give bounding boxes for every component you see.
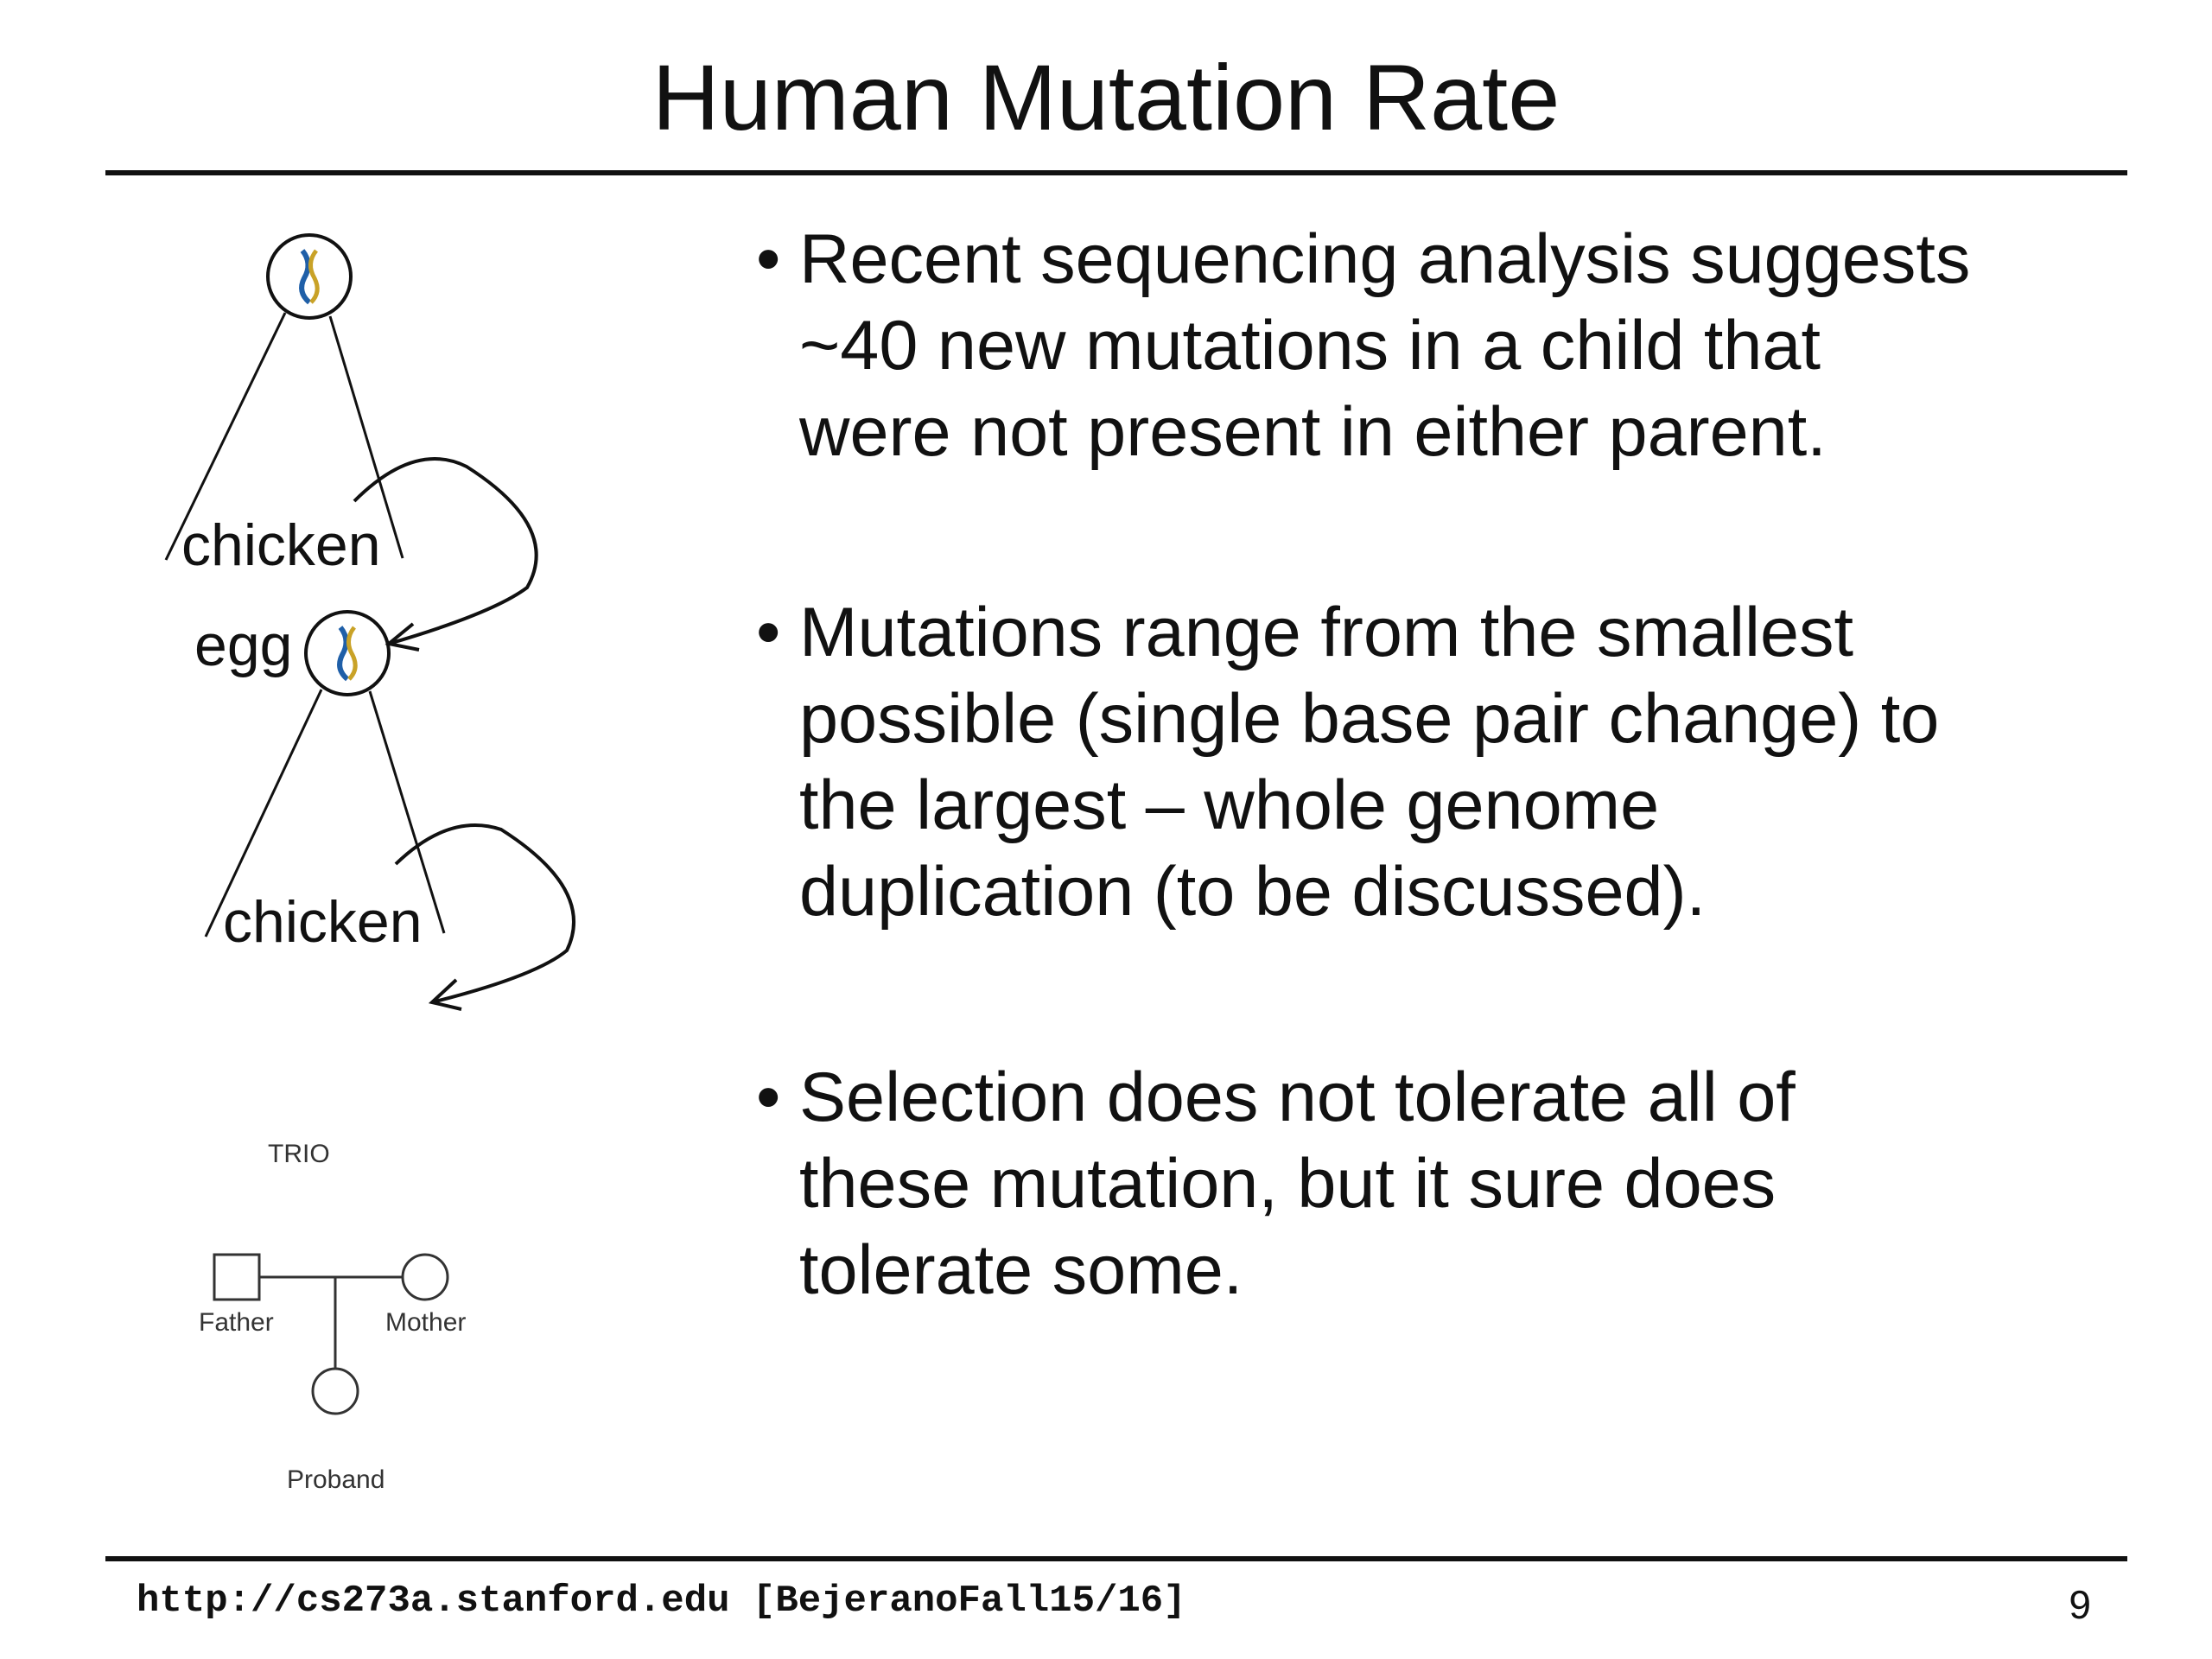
mother-symbol xyxy=(401,1253,449,1301)
arrow-curve-top xyxy=(353,457,538,645)
footer-url: http://cs273a.stanford.edu [BejeranoFall… xyxy=(137,1580,1186,1623)
chromosome-icon xyxy=(337,626,358,682)
mother-label: Mother xyxy=(385,1308,466,1337)
bullet-line: Mutations range from the smallest xyxy=(799,594,1854,671)
bullet-line: ~40 new mutations in a child that xyxy=(799,307,1821,385)
bullet-item: • Recent sequencing analysis suggests ~4… xyxy=(756,216,1970,475)
chicken-label-bottom: chicken xyxy=(223,889,423,955)
page-number: 9 xyxy=(2069,1582,2091,1627)
arrow-curve-bottom xyxy=(394,823,575,1004)
father-symbol xyxy=(213,1253,261,1301)
bullet-item: • Mutations range from the smallest poss… xyxy=(756,589,1939,935)
bullet-dot: • xyxy=(756,594,781,671)
chicken-label-top: chicken xyxy=(181,512,381,578)
bullet-line: tolerate some. xyxy=(799,1231,1243,1309)
bullet-dot: • xyxy=(756,1058,781,1136)
bullet-item: • Selection does not tolerate all of the… xyxy=(756,1054,1796,1313)
chromosome-icon xyxy=(299,249,320,305)
bullet-line: possible (single base pair change) to xyxy=(799,680,1940,758)
chromosome-circle-egg xyxy=(304,610,391,696)
chromosome-circle-top xyxy=(266,233,353,320)
bullet-line: were not present in either parent. xyxy=(799,393,1827,471)
proband-label: Proband xyxy=(287,1465,385,1494)
bullet-line: Selection does not tolerate all of xyxy=(799,1058,1796,1136)
trio-title: TRIO xyxy=(268,1140,330,1168)
proband-symbol xyxy=(311,1367,359,1415)
top-divider xyxy=(105,170,2127,175)
bullet-dot: • xyxy=(756,220,781,298)
father-label: Father xyxy=(199,1308,274,1337)
bottom-divider xyxy=(105,1556,2127,1561)
bullet-line: the largest – whole genome xyxy=(799,766,1660,844)
bullet-line: Recent sequencing analysis suggests xyxy=(799,220,1971,298)
bullet-line: these mutation, but it sure does xyxy=(799,1145,1777,1223)
slide-title: Human Mutation Rate xyxy=(652,45,1560,149)
trio-pedigree: TRIO Father Mother Proband xyxy=(199,1140,466,1494)
bullet-line: duplication (to be discussed). xyxy=(799,853,1707,931)
egg-label: egg xyxy=(194,613,292,678)
